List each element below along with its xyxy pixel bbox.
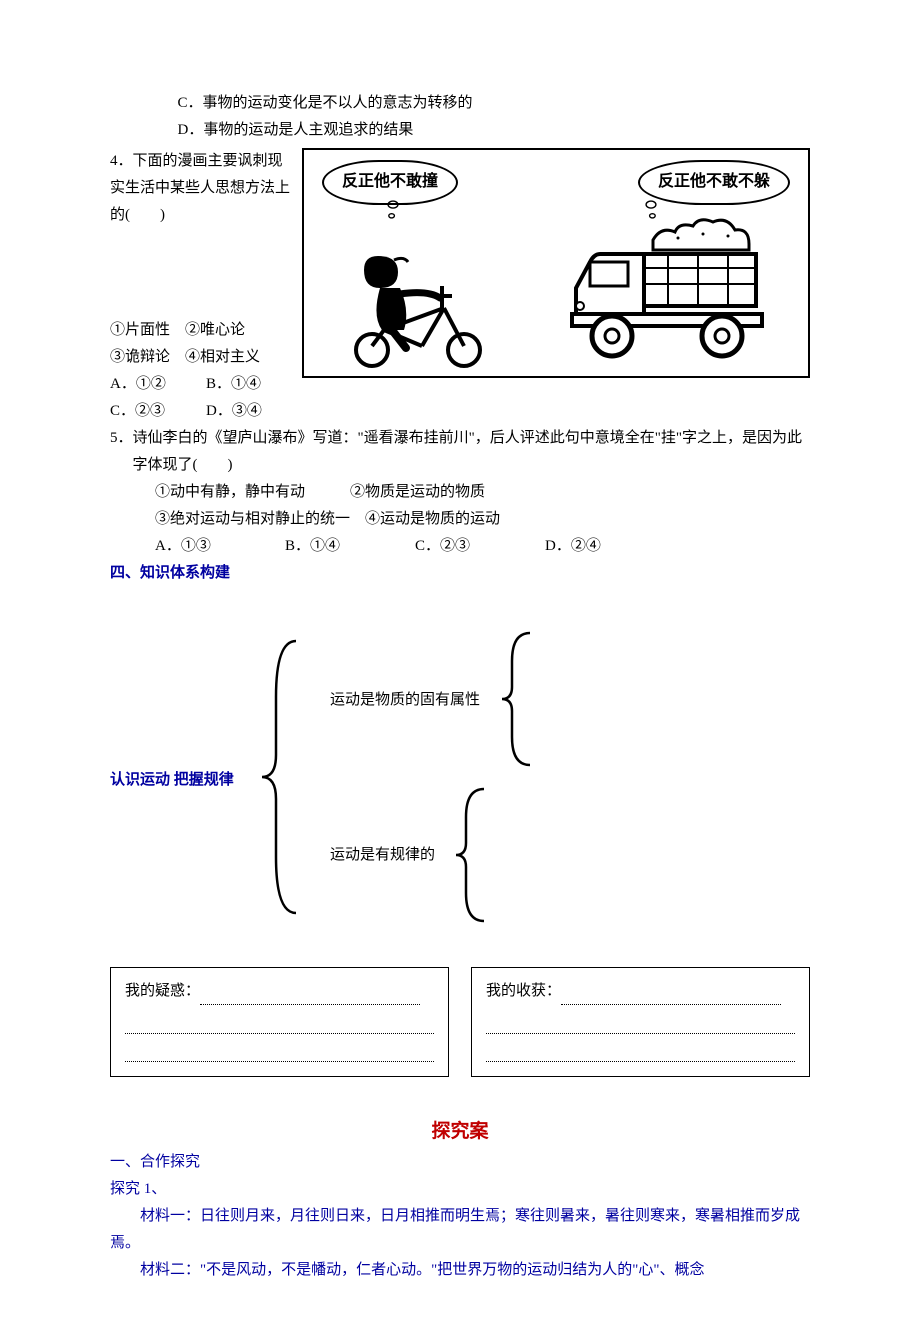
- harvest-label: 我的收获：: [486, 983, 561, 999]
- brace-child1-icon: [498, 629, 540, 769]
- material-1: 材料一：日往则月来，月往则日来，日月相推而明生焉；寒往则暑来，暑往则寒来，寒暑相…: [110, 1203, 810, 1257]
- probe1-label: 探究 1、: [110, 1176, 810, 1203]
- q4-grid1: ①片面性 ②唯心论: [110, 317, 290, 344]
- q5-opt-a: A．①③: [155, 533, 285, 560]
- dotted-line: [486, 1005, 795, 1034]
- q4-left-col: 4．下面的漫画主要讽刺现实生活中某些人思想方法上的( ) ①片面性 ②唯心论 ③…: [110, 148, 290, 425]
- q4-opts-cd: C．②③ D．③④: [110, 398, 290, 425]
- harvest-box: 我的收获：: [471, 967, 810, 1077]
- section4-title: 四、知识体系构建: [110, 560, 810, 587]
- explore-sec1: 一、合作探究: [110, 1149, 810, 1176]
- brace-child2-icon: [452, 785, 494, 925]
- speech-right: 反正他不敢不躲: [638, 160, 790, 205]
- explore-title: 探究案: [110, 1115, 810, 1149]
- q3-opt-d: D．事物的运动是人主观追求的结果: [110, 117, 810, 144]
- q5-opts: A．①③ B．①④ C．②③ D．②④: [110, 533, 810, 560]
- q3-opt-c: C．事物的运动变化是不以人的意志为转移的: [110, 90, 810, 117]
- q5-opt-c: C．②③: [415, 533, 545, 560]
- q5-opt-b: B．①④: [285, 533, 415, 560]
- q4-opts-ab: A．①② B．①④: [110, 371, 290, 398]
- q4-opt-d: D．③④: [206, 398, 262, 425]
- dotted-line: [125, 1005, 434, 1034]
- q5-stem: 5．诗仙李白的《望庐山瀑布》写道："遥看瀑布挂前川"，后人评述此句中意境全在"挂…: [133, 425, 811, 479]
- tree-child1: 运动是物质的固有属性: [330, 687, 480, 714]
- q4-opt-b: B．①④: [206, 371, 261, 398]
- knowledge-tree: 认识运动 把握规律 运动是物质的固有属性 运动是有规律的: [110, 617, 810, 937]
- q4-opt-c: C．②③: [110, 398, 206, 425]
- tree-root: 认识运动 把握规律: [110, 767, 234, 794]
- q5-row2: ③绝对运动与相对静止的统一 ④运动是物质的运动: [110, 506, 810, 533]
- q4-grid2: ③诡辩论 ④相对主义: [110, 344, 290, 371]
- doubt-box: 我的疑惑：: [110, 967, 449, 1077]
- truck-icon: [558, 218, 788, 368]
- q4-stem: 4．下面的漫画主要讽刺现实生活中某些人思想方法上的( ): [110, 148, 290, 229]
- notes-row: 我的疑惑： 我的收获：: [110, 967, 810, 1077]
- speech-tail-left-icon: [386, 199, 400, 227]
- dotted-line: [200, 981, 420, 1005]
- bike-icon: [334, 238, 504, 368]
- dotted-line: [561, 981, 781, 1005]
- dotted-line: [125, 1034, 434, 1063]
- q4-cartoon: 反正他不敢撞 反正他不敢不躲: [302, 148, 810, 378]
- q4-opt-a: A．①②: [110, 371, 206, 398]
- q4-block: 4．下面的漫画主要讽刺现实生活中某些人思想方法上的( ) ①片面性 ②唯心论 ③…: [110, 148, 810, 425]
- dotted-line: [486, 1034, 795, 1063]
- q4-paren: ( ): [125, 207, 165, 223]
- q5-opt-d: D．②④: [545, 533, 601, 560]
- tree-child2: 运动是有规律的: [330, 842, 435, 869]
- q5-row1: ①动中有静，静中有动 ②物质是运动的物质: [110, 479, 810, 506]
- doubt-label: 我的疑惑：: [125, 983, 200, 999]
- material-2: 材料二："不是风动，不是幡动，仁者心动。"把世界万物的运动归结为人的"心"、概念: [110, 1257, 810, 1284]
- brace-main-icon: [258, 637, 308, 917]
